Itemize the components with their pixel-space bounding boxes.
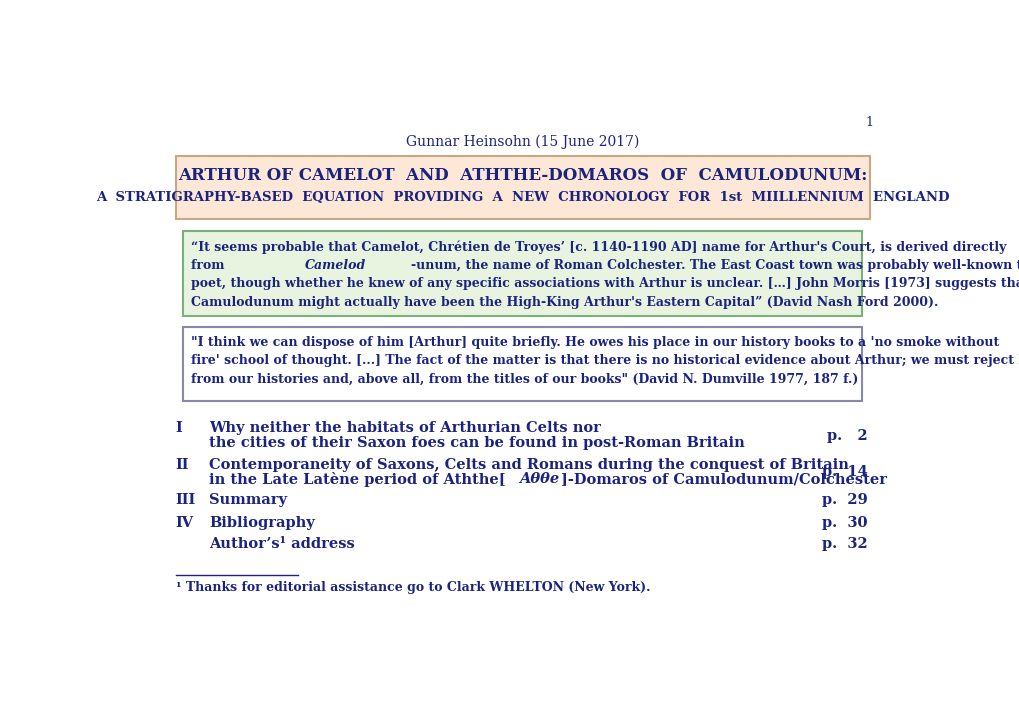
Text: Camulodunum might actually have been the High-King Arthur's Eastern Capital” (Da: Camulodunum might actually have been the… bbox=[191, 296, 937, 309]
Text: poet, though whether he knew of any specific associations with Arthur is unclear: poet, though whether he knew of any spec… bbox=[191, 278, 1019, 291]
FancyBboxPatch shape bbox=[175, 156, 869, 219]
Text: p.   2: p. 2 bbox=[826, 429, 867, 443]
Text: 1: 1 bbox=[864, 116, 872, 129]
Text: Summary: Summary bbox=[209, 493, 286, 507]
Text: p.  29: p. 29 bbox=[821, 493, 867, 507]
Text: Why neither the habitats of Arthurian Celts nor: Why neither the habitats of Arthurian Ce… bbox=[209, 422, 600, 435]
Text: I: I bbox=[175, 422, 182, 435]
Text: II: II bbox=[175, 458, 189, 472]
Text: "I think we can dispose of him [Arthur] quite briefly. He owes his place in our : "I think we can dispose of him [Arthur] … bbox=[191, 336, 999, 349]
Text: Bibliography: Bibliography bbox=[209, 516, 314, 530]
Text: III: III bbox=[175, 493, 196, 507]
Text: -unum, the name of Roman Colchester. The East Coast town was probably well-known: -unum, the name of Roman Colchester. The… bbox=[411, 259, 1019, 272]
Text: p.  14: p. 14 bbox=[821, 465, 867, 479]
Text: IV: IV bbox=[175, 516, 194, 530]
Text: p.  30: p. 30 bbox=[821, 516, 867, 530]
Text: “It seems probable that Camelot, Chrétien de Troyes’ [c. 1140-1190 AD] name for : “It seems probable that Camelot, Chrétie… bbox=[191, 241, 1006, 254]
Text: A  STRATIGRAPHY-BASED  EQUATION  PROVIDING  A  NEW  CHRONOLOGY  FOR  1st  MIILLE: A STRATIGRAPHY-BASED EQUATION PROVIDING … bbox=[96, 191, 949, 204]
Text: the cities of their Saxon foes can be found in post-Roman Britain: the cities of their Saxon foes can be fo… bbox=[209, 436, 744, 450]
Text: ARTHUR OF CAMELOT  AND  ATHTHE-DOMAROS  OF  CAMULODUNUM:: ARTHUR OF CAMELOT AND ATHTHE-DOMAROS OF … bbox=[178, 167, 866, 184]
Text: Aθθe: Aθθe bbox=[519, 472, 559, 486]
Text: Gunnar Heinsohn (15 June 2017): Gunnar Heinsohn (15 June 2017) bbox=[406, 134, 639, 149]
Text: ]-Domaros of Camulodunum/Colchester: ]-Domaros of Camulodunum/Colchester bbox=[560, 472, 887, 486]
FancyBboxPatch shape bbox=[183, 231, 861, 316]
Text: from our histories and, above all, from the titles of our books" (David N. Dumvi: from our histories and, above all, from … bbox=[191, 373, 858, 386]
Text: in the Late Latène period of Aththe[: in the Late Latène period of Aththe[ bbox=[209, 472, 505, 487]
Text: Contemporaneity of Saxons, Celts and Romans during the conquest of Britain: Contemporaneity of Saxons, Celts and Rom… bbox=[209, 458, 848, 472]
Text: p.  32: p. 32 bbox=[821, 537, 867, 551]
Text: Camelod: Camelod bbox=[305, 259, 366, 272]
Text: Author’s¹ address: Author’s¹ address bbox=[209, 537, 355, 551]
Text: from: from bbox=[191, 259, 228, 272]
FancyBboxPatch shape bbox=[183, 327, 861, 401]
Text: ¹ Thanks for editorial assistance go to Clark WHELTON (New York).: ¹ Thanks for editorial assistance go to … bbox=[175, 581, 649, 594]
Text: fire' school of thought. [...] The fact of the matter is that there is no histor: fire' school of thought. [...] The fact … bbox=[191, 355, 1019, 368]
